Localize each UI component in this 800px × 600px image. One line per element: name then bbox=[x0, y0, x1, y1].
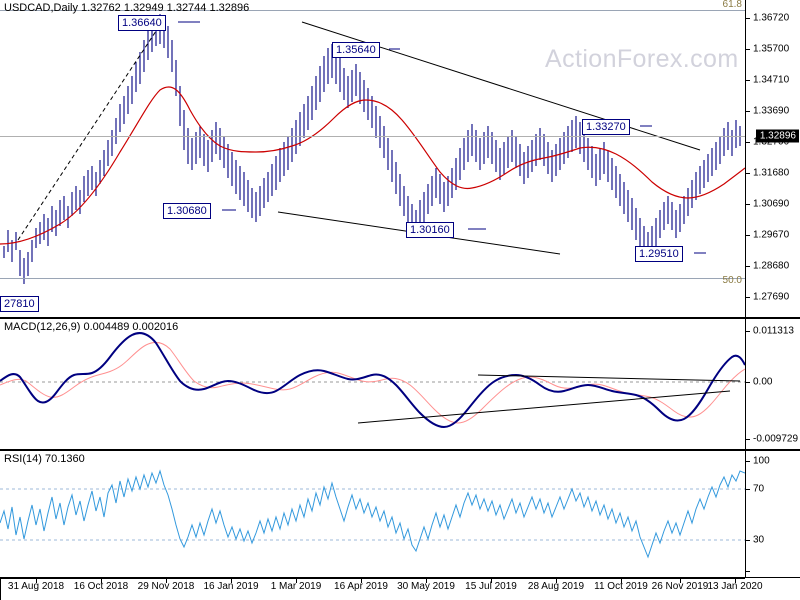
macd-panel[interactable]: 0.011313 0.00 -0.009729 bbox=[0, 318, 800, 450]
rsi-line bbox=[0, 469, 745, 559]
price-axis-label-8: 1.28680 bbox=[753, 260, 790, 272]
candlestick-series bbox=[3, 14, 741, 284]
price-axis-label-7: 1.29670 bbox=[753, 229, 790, 241]
fib-line-618 bbox=[0, 10, 745, 11]
time-axis-left-edge bbox=[0, 578, 1, 600]
time-label-1: 16 Oct 2018 bbox=[73, 581, 129, 592]
price-axis-label-3: 1.33690 bbox=[753, 105, 790, 117]
rsi-panel[interactable]: 100 70 30 bbox=[0, 450, 800, 578]
rsi-plot-area[interactable] bbox=[0, 451, 745, 577]
rsi-axis-label-1: 70 bbox=[753, 483, 765, 495]
rsi-axis-label-2: 30 bbox=[753, 534, 765, 546]
price-plot-area[interactable]: 1.36640 1.35640 1.30680 1.30160 1.33270 … bbox=[0, 0, 745, 317]
dashed-trendline bbox=[17, 21, 163, 241]
annotation-price-129510[interactable]: 1.29510 bbox=[635, 246, 683, 262]
macd-trendlines bbox=[357, 374, 741, 424]
annotation-price-130160[interactable]: 1.30160 bbox=[406, 222, 454, 238]
time-axis[interactable]: 31 Aug 2018 16 Oct 2018 29 Nov 2018 16 J… bbox=[0, 578, 800, 600]
price-axis-label-1: 1.35700 bbox=[753, 43, 790, 55]
rsi-axis-label-0: 100 bbox=[753, 455, 770, 467]
annotation-price-136640[interactable]: 1.36640 bbox=[118, 15, 166, 31]
moving-average-line bbox=[0, 86, 745, 245]
price-panel-caption: USDCAD,Daily 1.32762 1.32949 1.32744 1.3… bbox=[4, 2, 250, 14]
time-label-9: 11 Oct 2019 bbox=[594, 581, 648, 592]
price-axis-label-2: 1.34710 bbox=[753, 74, 790, 86]
macd-plot-area[interactable] bbox=[0, 319, 745, 449]
actionforex-watermark: ActionForex.com bbox=[545, 45, 739, 73]
price-axis-label-9: 1.27690 bbox=[753, 291, 790, 303]
price-axis-label-5: 1.31680 bbox=[753, 167, 790, 179]
time-label-6: 30 May 2019 bbox=[397, 581, 455, 592]
annotation-connectors bbox=[178, 21, 706, 254]
fib-label-618: 61.8 bbox=[722, 0, 742, 10]
time-axis-rule bbox=[0, 578, 745, 579]
macd-axis-label-0: 0.011313 bbox=[753, 325, 794, 337]
macd-main-line bbox=[0, 332, 745, 429]
price-chart-panel[interactable]: 1.36640 1.35640 1.30680 1.30160 1.33270 … bbox=[0, 0, 800, 318]
last-price-line bbox=[0, 136, 745, 137]
annotation-price-135640[interactable]: 1.35640 bbox=[332, 42, 380, 58]
macd-y-axis[interactable]: 0.011313 0.00 -0.009729 bbox=[745, 319, 800, 449]
macd-series-svg bbox=[0, 332, 745, 429]
annotation-price-27810[interactable]: 27810 bbox=[0, 296, 39, 312]
time-label-0: 31 Aug 2018 bbox=[7, 581, 65, 592]
rsi-panel-caption: RSI(14) 70.1360 bbox=[4, 453, 85, 465]
time-label-10: 26 Nov 2019 bbox=[651, 581, 709, 592]
fib-label-50: 50.0 bbox=[722, 275, 742, 286]
time-label-5: 16 Apr 2019 bbox=[334, 581, 388, 592]
time-label-3: 16 Jan 2019 bbox=[203, 581, 259, 592]
fib-line-50 bbox=[0, 278, 745, 279]
macd-panel-caption: MACD(12,26,9) 0.004489 0.002016 bbox=[4, 321, 179, 333]
annotation-price-133270[interactable]: 1.33270 bbox=[582, 119, 630, 135]
price-axis-label-6: 1.30690 bbox=[753, 198, 790, 210]
macd-axis-label-2: -0.009729 bbox=[753, 433, 799, 445]
time-label-8: 28 Aug 2019 bbox=[527, 581, 585, 592]
rsi-series-svg bbox=[0, 469, 745, 559]
time-label-4: 1 Mar 2019 bbox=[270, 581, 322, 592]
macd-axis-label-1: 0.00 bbox=[753, 376, 773, 388]
rsi-y-axis[interactable]: 100 70 30 bbox=[745, 451, 800, 577]
time-label-7: 15 Jul 2019 bbox=[465, 581, 517, 592]
price-axis-label-0: 1.36720 bbox=[753, 12, 790, 24]
time-label-2: 29 Nov 2018 bbox=[137, 581, 195, 592]
price-y-axis[interactable]: 1.36720 1.35700 1.34710 1.33690 1.32700 … bbox=[745, 0, 800, 317]
annotation-price-130680[interactable]: 1.30680 bbox=[163, 203, 211, 219]
last-price-tag: 1.32896 bbox=[755, 129, 799, 143]
time-label-11: 13 Jan 2020 bbox=[707, 581, 763, 592]
